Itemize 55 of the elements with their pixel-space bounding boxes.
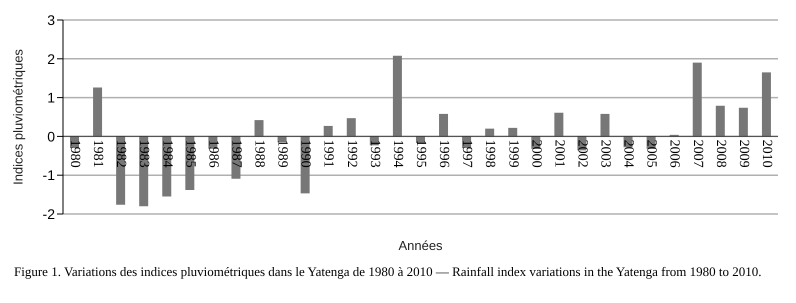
x-tick-label: 2009 [736, 140, 751, 168]
x-tick-label: 1983 [136, 140, 152, 168]
x-tick-label: 1980 [67, 140, 82, 168]
y-tick-label: -2 [42, 206, 56, 222]
x-tick-label: 1998 [482, 140, 498, 168]
bar [93, 88, 102, 136]
x-tick-label: 1997 [459, 140, 474, 168]
x-tick-label: 2003 [598, 140, 613, 168]
x-tick-label: 1985 [182, 140, 198, 168]
bar [485, 128, 494, 136]
bar [278, 136, 287, 142]
bar [324, 126, 333, 136]
x-tick-label: 2010 [758, 140, 774, 168]
caption: Figure 1. Variations des indices pluviométriques dans le Yatenga de 1980 à 2010 — Rainfall index variations in the Yatenga from 1980 to 2010. [13, 264, 763, 280]
x-tick-label: 1988 [252, 140, 267, 168]
bar [738, 108, 748, 136]
bar [254, 120, 264, 136]
bar [508, 128, 518, 136]
y-tick-label: -1 [42, 167, 56, 184]
bar [346, 118, 356, 136]
y-tick-label: 0 [47, 128, 56, 144]
bar [600, 114, 610, 136]
x-tick-label: 1984 [159, 140, 174, 168]
x-tick-label: 1993 [366, 140, 382, 168]
y-axis-title: Indices pluviométriques [10, 48, 26, 185]
x-tick-label: 2002 [574, 140, 590, 168]
x-tick-label: 1987 [228, 140, 244, 168]
x-tick-label: 1989 [274, 140, 290, 168]
y-tick-label: 3 [47, 12, 56, 28]
x-tick-label: 1982 [113, 140, 128, 168]
x-tick-label: 2004 [620, 140, 636, 168]
y-tick-label: 1 [47, 90, 56, 106]
x-tick-label: 1995 [413, 140, 428, 168]
x-tick-label: 1981 [90, 140, 106, 168]
x-tick-label: 1991 [320, 140, 336, 168]
bar [692, 62, 702, 136]
x-tick-label: 1994 [390, 140, 405, 168]
x-tick-label: 2005 [644, 140, 659, 168]
x-tick-label: 1999 [505, 140, 520, 168]
bar [392, 56, 402, 136]
bar [554, 112, 564, 136]
x-tick-label: 1990 [298, 140, 313, 168]
x-axis-title: Années [398, 238, 444, 253]
x-tick-label: 2007 [690, 140, 705, 168]
x-tick-label: 1992 [344, 140, 359, 168]
x-tick-label: 2000 [528, 140, 544, 168]
y-tick-label: 2 [47, 50, 56, 67]
bar [439, 114, 448, 136]
x-tick-label: 2001 [551, 140, 566, 168]
x-tick-label: 1986 [205, 140, 220, 168]
bar [762, 72, 771, 136]
x-tick-label: 2006 [666, 140, 682, 168]
x-tick-label: 2008 [712, 140, 728, 168]
bar [716, 106, 725, 136]
x-tick-label: 1996 [436, 140, 452, 168]
